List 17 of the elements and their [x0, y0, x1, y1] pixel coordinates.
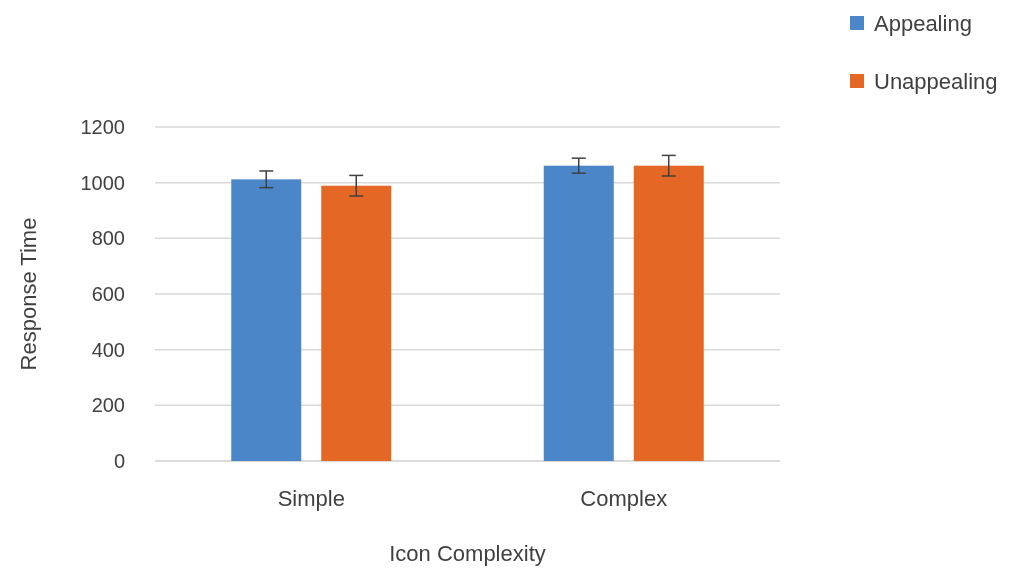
- x-axis-title: Icon Complexity: [389, 541, 546, 566]
- bar: [633, 165, 704, 461]
- bar: [543, 165, 614, 461]
- bar: [321, 185, 392, 461]
- y-tick-label: 400: [91, 338, 125, 361]
- y-tick-label: 800: [91, 227, 125, 250]
- x-tick-label: Simple: [277, 486, 345, 511]
- y-tick-label: 600: [91, 283, 125, 305]
- legend-label: Appealing: [874, 10, 972, 36]
- x-tick-label: Complex: [580, 486, 668, 511]
- y-tick-label: 1000: [80, 171, 125, 194]
- y-tick-label: 0: [113, 450, 125, 472]
- bar: [231, 179, 302, 461]
- y-tick-label: 200: [91, 394, 125, 417]
- y-tick-label: 1200: [80, 116, 125, 138]
- y-axis-title: Response Time: [16, 217, 41, 371]
- legend-label: Unappealing: [874, 68, 998, 94]
